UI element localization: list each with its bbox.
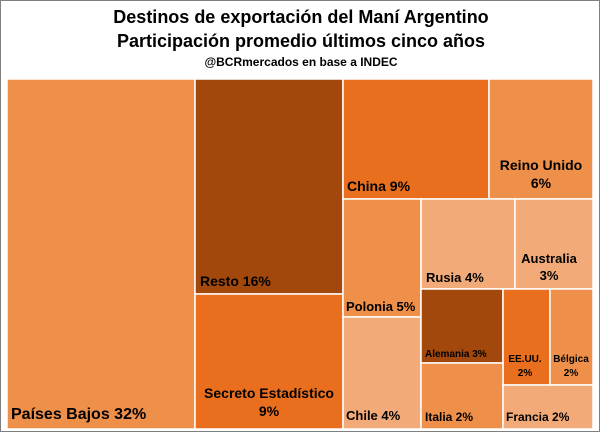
- chart-title: Destinos de exportación del Maní Argenti…: [113, 7, 489, 27]
- tile-label-resto: Resto 16%: [200, 273, 271, 289]
- tile-resto: Resto 16%: [194, 78, 344, 295]
- tile-chile: Chile 4%: [342, 316, 422, 430]
- tile-rect-francia: [502, 384, 594, 430]
- tile-polonia: Polonia 5%: [342, 198, 422, 318]
- tile-label-china: China 9%: [347, 178, 411, 194]
- tile-rect-australia: [514, 198, 594, 290]
- tile-rect-reino-unido: [488, 78, 594, 200]
- tile-australia: Australia 3%: [514, 198, 594, 290]
- chart-source: @BCRmercados en base a INDEC: [204, 55, 398, 69]
- tile-rect-rusia: [420, 198, 516, 290]
- tile-rect-italia: [420, 362, 504, 430]
- tile-secreto-estadistico: Secreto Estadístico 9%: [194, 293, 344, 430]
- tile-label-italia: Italia 2%: [425, 410, 473, 424]
- tile-rect-resto: [194, 78, 344, 295]
- tile-rect-paises-bajos: [6, 78, 196, 430]
- tile-label-secreto-estadistico-2: 9%: [259, 403, 280, 419]
- tile-label-francia: Francia 2%: [506, 410, 570, 424]
- tile-label-reino-unido-2: 6%: [531, 175, 552, 191]
- tile-italia: Italia 2%: [420, 362, 504, 430]
- tile-reino-unido: Reino Unido 6%: [488, 78, 594, 200]
- tile-label-rusia: Rusia 4%: [426, 270, 484, 285]
- tile-label-reino-unido-1: Reino Unido: [500, 157, 582, 173]
- tile-rect-ee-uu: [502, 288, 551, 386]
- tile-label-alemania: Alemania 3%: [425, 349, 487, 360]
- tile-paises-bajos: Países Bajos 32%: [6, 78, 196, 430]
- tile-rect-belgica: [549, 288, 594, 386]
- tile-label-belgica-1: Bélgica: [553, 354, 589, 365]
- tile-label-secreto-estadistico-1: Secreto Estadístico: [204, 385, 334, 401]
- tile-rect-chile: [342, 316, 422, 430]
- tile-belgica: Bélgica 2%: [549, 288, 594, 386]
- tile-label-ee-uu-1: EE.UU.: [508, 354, 542, 365]
- tile-label-australia-1: Australia: [521, 251, 577, 266]
- tile-alemania: Alemania 3%: [420, 288, 504, 364]
- tile-label-belgica-2: 2%: [564, 368, 579, 379]
- tile-label-ee-uu-2: 2%: [518, 368, 533, 379]
- chart-subtitle: Participación promedio últimos cinco año…: [116, 31, 486, 51]
- tile-rect-polonia: [342, 198, 422, 318]
- tile-rusia: Rusia 4%: [420, 198, 516, 290]
- tile-rect-secreto-estadistico: [194, 293, 344, 430]
- tile-label-paises-bajos: Países Bajos 32%: [11, 406, 146, 423]
- tile-china: China 9%: [342, 78, 490, 200]
- tile-label-australia-2: 3%: [540, 268, 559, 283]
- tile-ee-uu: EE.UU. 2%: [502, 288, 551, 386]
- tile-label-polonia: Polonia 5%: [346, 299, 416, 314]
- tile-label-chile: Chile 4%: [346, 408, 401, 423]
- tile-francia: Francia 2%: [502, 384, 594, 430]
